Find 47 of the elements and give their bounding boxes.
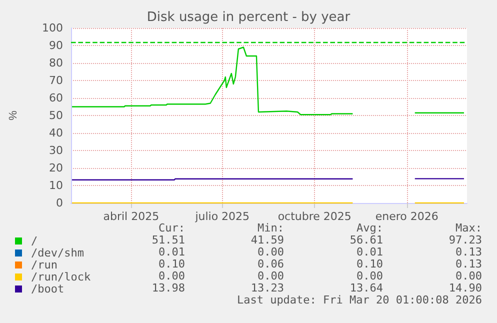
y-tick-label: 50 [49, 109, 63, 122]
legend-label: / [31, 234, 38, 248]
y-tick-label: 100 [42, 22, 63, 34]
legend-label: /boot [31, 282, 64, 296]
text: 0.13 [456, 246, 482, 258]
x-tick-label: octubre 2025 [278, 210, 352, 223]
text: Min: [258, 222, 284, 234]
text: 0.13 [456, 258, 482, 270]
text: 13.23 [250, 282, 284, 294]
y-tick-label: 70 [49, 74, 63, 87]
legend-label: /dev/shm [31, 246, 84, 260]
text: 14.90 [448, 282, 482, 294]
text: 0.10 [158, 258, 185, 270]
y-tick-label: 90 [49, 39, 63, 52]
text: 0.00 [158, 270, 185, 282]
text: 0.00 [258, 246, 284, 258]
chart-title: Disk usage in percent - by year [146, 10, 351, 25]
x-tick-label: abril 2025 [103, 210, 160, 223]
y-axis-title: % [8, 110, 20, 120]
text: 0.06 [258, 258, 284, 270]
text: Max: [456, 222, 482, 234]
text: 0.01 [356, 246, 383, 258]
text: 0.01 [158, 246, 185, 258]
text: 13.98 [152, 282, 185, 294]
text: 0.00 [456, 270, 482, 282]
text: 0.00 [356, 270, 383, 282]
text: 51.51 [152, 234, 185, 246]
y-tick-label: 20 [49, 162, 63, 174]
text: Last update: Fri Mar 20 01:00:08 2026 [236, 294, 482, 306]
text: 56.61 [350, 234, 383, 246]
y-tick-label: 10 [49, 179, 63, 192]
y-tick-label: 60 [49, 92, 63, 104]
text: 13.64 [350, 282, 384, 294]
y-tick-label: 30 [49, 144, 63, 157]
y-tick-label: 80 [49, 56, 63, 70]
text: 97.23 [448, 234, 482, 246]
legend-label: /run [31, 258, 58, 272]
text: 0.10 [356, 258, 383, 270]
y-tick-label: 40 [49, 126, 63, 140]
text: 41.59 [250, 234, 284, 246]
x-tick-label: enero 2026 [375, 210, 438, 223]
text: Avg: [356, 222, 383, 234]
y-tick-label: 0 [56, 196, 63, 210]
x-tick-label: julio 2025 [194, 210, 250, 223]
legend-label: /run/lock [31, 270, 91, 284]
text: Cur: [158, 222, 185, 234]
text: 0.00 [258, 270, 284, 282]
